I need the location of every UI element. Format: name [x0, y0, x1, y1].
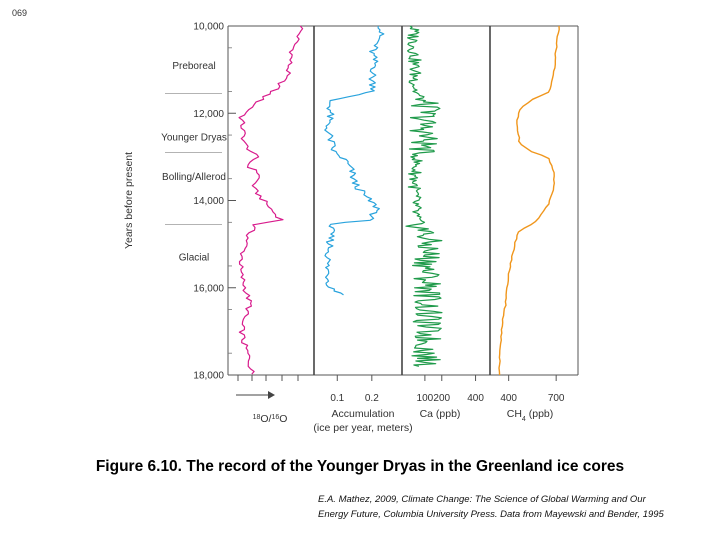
panel-d18O [238, 25, 304, 375]
credit-line-1: E.A. Mathez, 2009, Climate Change: The S… [318, 494, 646, 505]
accumulation-x-label: Accumulation [331, 408, 394, 420]
CH4-series-line [498, 25, 560, 376]
period-label: Younger Dryas [161, 133, 227, 144]
period-label: Glacial [179, 253, 210, 264]
credit-line-2: Energy Future, Columbia University Press… [318, 509, 664, 520]
ca-x-label: Ca (ppb) [420, 408, 461, 420]
CH4-x-tick-label: 400 [500, 393, 517, 404]
Ca-x-tick-label: 100 [417, 393, 434, 404]
panel-accumulation [324, 25, 385, 296]
period-boundaries [165, 93, 222, 225]
accumulation-x-tick-label: 0.1 [330, 393, 344, 404]
Ca-x-tick-label: 200 [433, 393, 450, 404]
period-label: Bolling/Allerod [162, 172, 226, 183]
ice-core-chart: 10,000 12,000 14,000 16,000 18,000 Years befo… [123, 22, 579, 434]
figure-caption: Figure 6.10. The record of the Younger D… [95, 458, 625, 475]
source-credit: E.A. Mathez, 2009, Climate Change: The S… [318, 492, 718, 522]
CH4-x-tick-label: 700 [548, 393, 565, 404]
y-tick-label: 10,000 [193, 22, 224, 33]
y-tick-label: 18,000 [193, 371, 224, 382]
Ca-series-line [405, 25, 443, 367]
y-tick-label: 16,000 [193, 283, 224, 294]
d18O-x-label: 18O/16O [253, 413, 288, 425]
ch4-x-label: CH4 (ppb) [507, 408, 554, 423]
data-panels [238, 25, 560, 376]
y-tick-label: 12,000 [193, 109, 224, 120]
d18O-series-line [238, 25, 304, 375]
y-tick-label: 14,000 [193, 196, 224, 207]
accumulation-x-label-units: (ice per year, meters) [313, 422, 412, 434]
accumulation-x-tick-label: 0.2 [365, 393, 379, 404]
y-axis-label: Years before present [123, 152, 135, 249]
panel-Ca [405, 25, 443, 367]
x-axes: 0.1 0.2 100 200 400 400 700 18O/16O Accumulation… [236, 375, 565, 434]
slide-number: 069 [12, 8, 28, 18]
accumulation-series-line [324, 25, 385, 296]
Ca-x-tick-label: 400 [467, 393, 484, 404]
panel-CH4 [498, 25, 560, 376]
chart-frame [227, 25, 579, 376]
y-axis: 10,000 12,000 14,000 16,000 18,000 Years befo… [123, 22, 236, 382]
d18O-arrow-head [268, 391, 275, 399]
period-label: Preboreal [172, 61, 215, 72]
